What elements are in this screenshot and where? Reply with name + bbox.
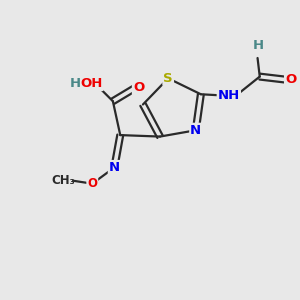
Text: N: N <box>109 161 120 174</box>
Text: S: S <box>164 72 173 85</box>
Text: H: H <box>70 77 81 90</box>
Text: H: H <box>253 39 264 52</box>
Text: O: O <box>285 73 296 86</box>
Text: O: O <box>87 177 97 190</box>
Text: OH: OH <box>80 77 103 90</box>
Text: NH: NH <box>218 89 240 102</box>
Text: N: N <box>190 124 201 137</box>
Text: O: O <box>133 82 144 94</box>
Text: CH₃: CH₃ <box>51 174 75 187</box>
